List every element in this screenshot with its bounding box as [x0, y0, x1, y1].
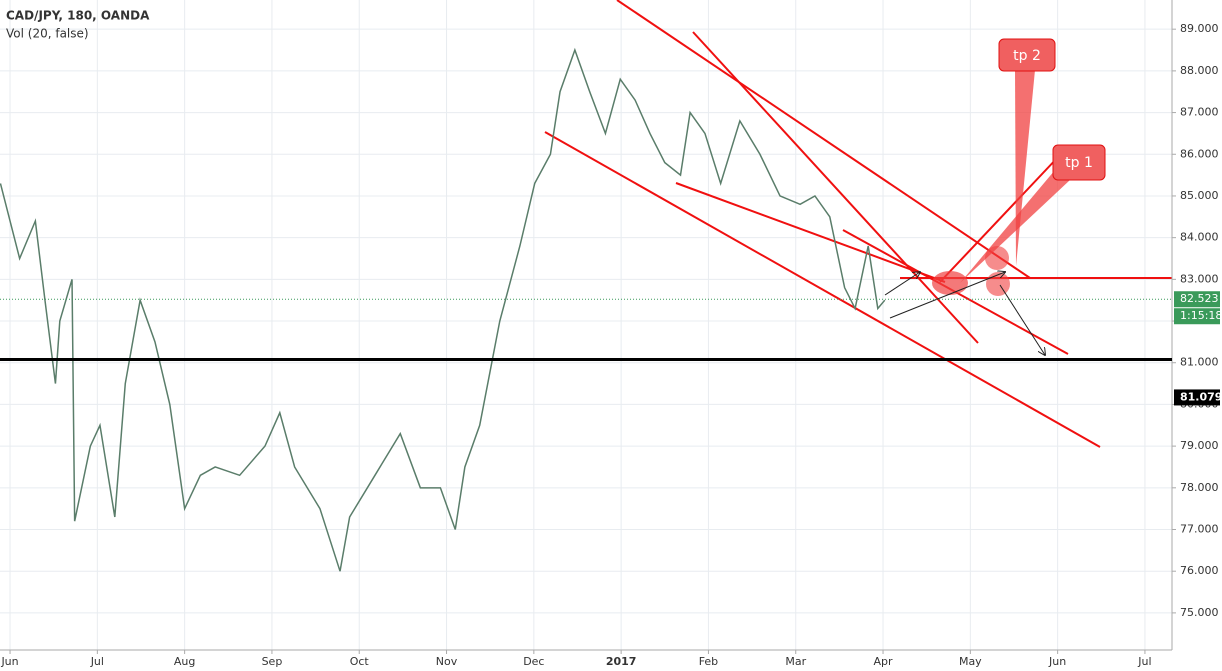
price-label: 82.523	[1180, 292, 1219, 305]
arrow	[884, 272, 920, 296]
x-tick-label: Jul	[1137, 655, 1151, 668]
trend-line	[616, 0, 1031, 279]
countdown: 1:15:18	[1180, 309, 1222, 322]
price-line	[0, 47, 886, 572]
x-tick-label: Jun	[1048, 655, 1066, 668]
x-tick-label: Sep	[262, 655, 283, 668]
annotation: tp 1	[1065, 155, 1093, 171]
countdown-box	[1174, 308, 1220, 325]
y-tick-label: 87.000	[1180, 106, 1219, 119]
arrow	[889, 272, 1005, 319]
y-tick-label: 75.000	[1180, 606, 1219, 619]
y-tick-label: 84.000	[1180, 231, 1219, 244]
marker	[986, 272, 1010, 296]
price-label-box	[1174, 389, 1220, 406]
x-tick-label: Mar	[785, 655, 806, 668]
y-tick-label: 89.000	[1180, 22, 1219, 35]
x-tick-label: Apr	[874, 655, 894, 668]
y-tick-label: 79.000	[1180, 439, 1219, 452]
x-tick-label: Feb	[699, 655, 718, 668]
indicator-label: Vol (20, false)	[6, 27, 89, 41]
x-tick-label: Nov	[436, 655, 458, 668]
y-tick-label: 86.000	[1180, 147, 1219, 160]
annotation: tp 2	[1013, 48, 1041, 64]
x-tick-label: Jul	[90, 655, 104, 668]
marker	[932, 271, 968, 295]
y-tick-label: 81.000	[1180, 356, 1219, 369]
trend-line	[939, 154, 1061, 283]
y-tick-label: 83.000	[1180, 272, 1219, 285]
y-tick-label: 77.000	[1180, 523, 1219, 536]
callout	[1052, 144, 1106, 181]
drawings: tp 2 tp 1	[544, 0, 1172, 448]
x-tick-label: Jun	[0, 655, 18, 668]
x-tick-label: May	[959, 655, 982, 668]
callout-pointer	[1015, 70, 1035, 266]
y-tick-label: 76.000	[1180, 564, 1219, 577]
price-label: 81.079	[1180, 390, 1222, 403]
y-tick-label: 78.000	[1180, 481, 1219, 494]
x-tick-label: Aug	[174, 655, 195, 668]
trend-line	[544, 131, 1101, 448]
x-tick-label: Oct	[350, 655, 370, 668]
x-tick-label: 2017	[606, 655, 637, 668]
callout-pointer	[960, 170, 1070, 283]
trend-line	[675, 182, 946, 283]
callout	[998, 38, 1056, 72]
price-label-box	[1174, 291, 1220, 308]
y-tick-label: 88.000	[1180, 64, 1219, 77]
y-tick-label: 85.000	[1180, 189, 1219, 202]
trend-line	[692, 31, 979, 344]
chart-title: CAD/JPY, 180, OANDA	[6, 9, 150, 23]
arrow	[999, 284, 1045, 355]
x-tick-label: Dec	[523, 655, 544, 668]
